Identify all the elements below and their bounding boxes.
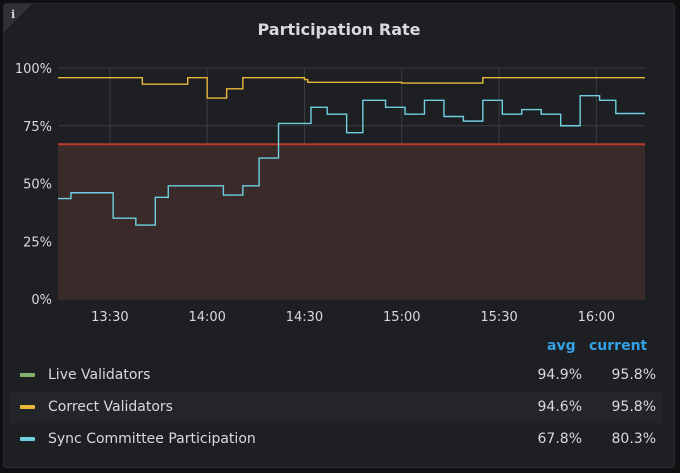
legend-label: Live Validators (48, 367, 151, 383)
series-line (58, 77, 645, 99)
x-tick-label: 15:00 (383, 310, 420, 325)
threshold-layer (58, 143, 645, 299)
legend-current-value: 80.3% (611, 431, 656, 447)
legend-label: Sync Committee Participation (48, 431, 256, 447)
y-tick-label: 100% (15, 62, 52, 77)
legend-row-sync-committee[interactable]: Sync Committee Participation 67.8% 80.3% (10, 424, 662, 455)
x-tick-label: 13:30 (91, 310, 128, 325)
y-tick-label: 25% (23, 235, 52, 250)
y-tick-label: 0% (31, 293, 52, 308)
info-icon[interactable]: i (11, 8, 16, 21)
legend-header-current[interactable]: current (589, 338, 648, 354)
x-tick-label: 14:30 (286, 310, 323, 325)
x-tick-label: 15:30 (480, 310, 517, 325)
legend-label: Correct Validators (48, 399, 173, 415)
x-tick-label: 14:00 (188, 310, 225, 325)
legend-row-live-validators[interactable]: Live Validators 94.9% 95.8% (10, 360, 662, 391)
legend-avg-value: 67.8% (537, 431, 582, 447)
legend-swatch (20, 437, 35, 441)
threshold-region (58, 144, 645, 299)
x-tick-label: 16:00 (578, 310, 615, 325)
panel-corner (4, 4, 32, 32)
legend-row-correct-validators[interactable]: Correct Validators 94.6% 95.8% (10, 392, 662, 423)
legend-current-value: 95.8% (611, 399, 656, 415)
legend-swatch (20, 373, 35, 377)
y-tick-label: 50% (23, 178, 52, 193)
legend-header-avg[interactable]: avg (547, 338, 576, 354)
series-layer (58, 77, 645, 226)
axis-layer: 0% 25% 50% 75% 100% 13:30 14:00 14:30 15:00 15:30… (15, 62, 615, 325)
legend-current-value: 95.8% (611, 367, 656, 383)
legend-swatch (20, 405, 35, 409)
y-tick-label: 75% (23, 120, 52, 135)
legend-avg-value: 94.9% (537, 367, 582, 383)
series-line (58, 95, 645, 226)
panel-title: Participation Rate (257, 20, 421, 39)
legend-avg-value: 94.6% (537, 399, 582, 415)
